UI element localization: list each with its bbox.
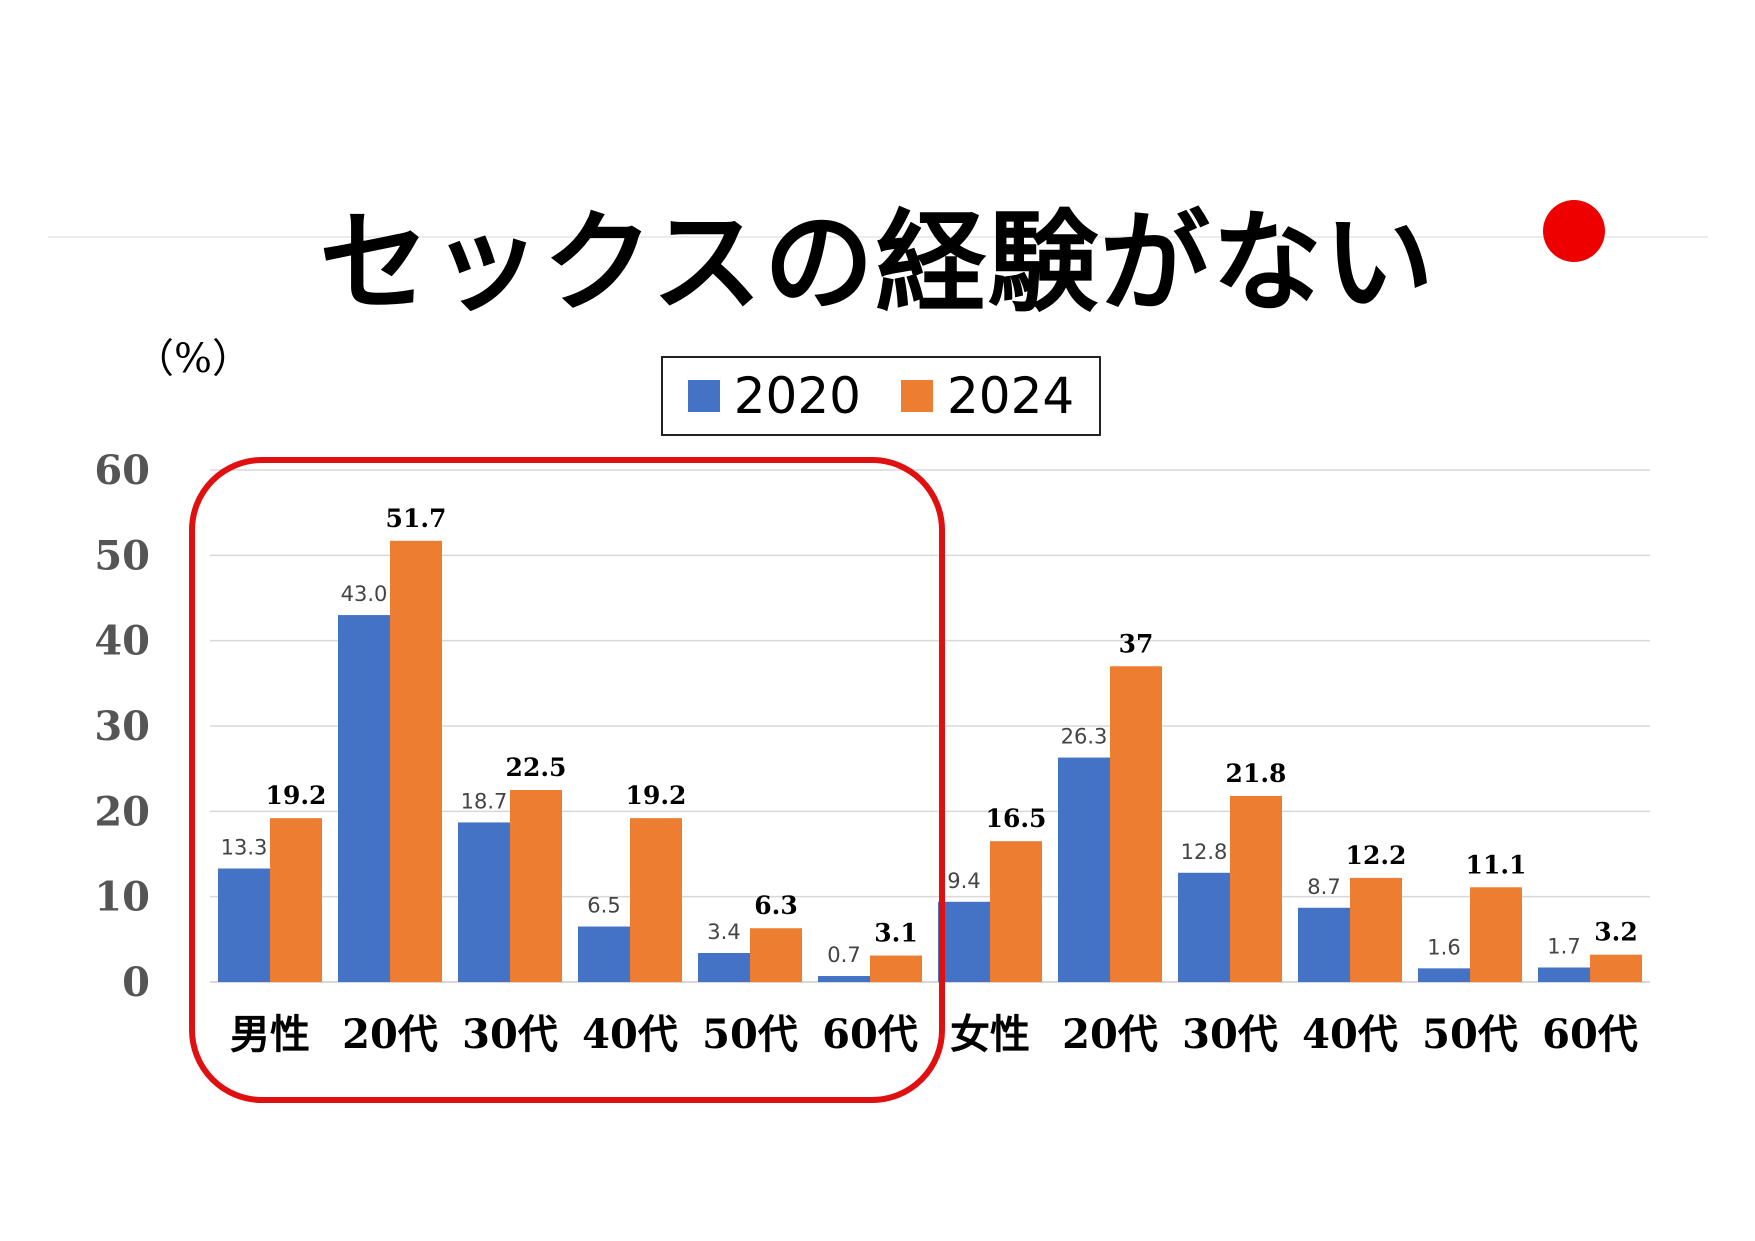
bar-2024-10 <box>1470 887 1522 982</box>
data-label-2020-4: 3.4 <box>707 920 740 944</box>
y-axis-unit-label: （%） <box>134 336 253 382</box>
red-dot-marker <box>1543 200 1605 262</box>
bar-2024-11 <box>1590 954 1642 982</box>
data-label-2024-11: 3.2 <box>1594 918 1638 947</box>
data-label-2024-2: 22.5 <box>506 753 567 782</box>
bar-2020-7 <box>1058 757 1110 982</box>
legend-item-2020: 2020 <box>687 367 861 425</box>
x-tick-label-6: 女性 <box>950 1011 1030 1058</box>
data-labels: 13.3 19.2 43.0 51.7 18.7 22.5 6.5 19.2 3.4 6.3 0.7… <box>221 504 1638 967</box>
bar-2024-5 <box>870 955 922 982</box>
bar-2020-0 <box>218 868 270 982</box>
bar-2024-9 <box>1350 877 1402 982</box>
bar-2020-6 <box>938 901 990 982</box>
x-tick-label-8: 30代 <box>1182 1011 1278 1058</box>
data-label-2020-11: 1.7 <box>1547 934 1580 958</box>
bar-2020-3 <box>578 926 630 982</box>
data-label-2020-3: 6.5 <box>587 894 620 918</box>
legend-swatch-2020 <box>687 380 720 412</box>
x-tick-label-9: 40代 <box>1302 1011 1398 1058</box>
bar-2024-8 <box>1230 795 1282 982</box>
bar-2024-2 <box>510 790 562 982</box>
bar-2020-1 <box>338 615 390 982</box>
bar-2020-4 <box>698 952 750 982</box>
data-label-2020-8: 12.8 <box>1181 840 1228 864</box>
bar-2020-2 <box>458 822 510 982</box>
bar-2024-4 <box>750 928 802 982</box>
y-tick-label: 40 <box>94 618 150 665</box>
y-axis-ticks: 0 10 20 30 40 50 60 <box>94 447 150 1006</box>
highlight-box <box>189 457 945 1103</box>
legend-swatch-2024 <box>901 380 933 412</box>
data-label-2024-3: 19.2 <box>626 781 687 810</box>
data-label-2024-8: 21.8 <box>1226 759 1287 788</box>
data-label-2024-6: 16.5 <box>986 804 1047 833</box>
data-label-2024-4: 6.3 <box>754 891 798 920</box>
data-label-2024-10: 11.1 <box>1466 850 1527 879</box>
bar-2024-0 <box>270 818 322 982</box>
x-tick-label-10: 50代 <box>1422 1011 1518 1058</box>
x-axis-ticks: 男性 20代 30代 40代 50代 60代 女性 20代 30代 40代 50代 60代 <box>230 1011 1638 1058</box>
x-tick-label-11: 60代 <box>1542 1011 1638 1058</box>
bar-2024-1 <box>390 540 442 982</box>
y-tick-label: 30 <box>94 703 150 750</box>
bars <box>218 540 1642 982</box>
data-label-2024-1: 51.7 <box>386 504 447 533</box>
bar-2024-6 <box>990 841 1042 982</box>
data-label-2020-6: 9.4 <box>947 869 980 893</box>
x-tick-label-7: 20代 <box>1062 1011 1158 1058</box>
data-label-2024-9: 12.2 <box>1346 841 1407 870</box>
x-tick-label-2: 30代 <box>462 1011 558 1058</box>
y-tick-label: 10 <box>94 874 150 921</box>
data-label-2020-5: 0.7 <box>827 943 860 967</box>
bar-2020-5 <box>818 976 870 982</box>
data-label-2020-10: 1.6 <box>1427 935 1460 959</box>
header-divider <box>48 236 1708 238</box>
data-label-2020-9: 8.7 <box>1307 875 1340 899</box>
data-label-2024-5: 3.1 <box>874 919 918 948</box>
data-label-2020-1: 43.0 <box>341 582 388 606</box>
bar-2024-3 <box>630 818 682 982</box>
x-tick-label-3: 40代 <box>582 1011 678 1058</box>
x-tick-label-1: 20代 <box>342 1011 438 1058</box>
chart-title: セックスの経験がない <box>319 198 1436 327</box>
data-label-2020-2: 18.7 <box>461 789 508 813</box>
gridlines <box>210 469 1650 983</box>
y-tick-label: 0 <box>122 959 150 1006</box>
x-tick-label-0: 男性 <box>230 1011 310 1058</box>
y-tick-label: 50 <box>94 532 150 579</box>
legend-item-2024: 2024 <box>901 367 1074 425</box>
y-tick-label: 20 <box>94 788 150 835</box>
bar-2024-7 <box>1110 666 1162 982</box>
bar-2020-9 <box>1298 907 1350 982</box>
legend-label-2024: 2024 <box>947 367 1075 425</box>
bar-2020-11 <box>1538 967 1590 982</box>
legend-label-2020: 2020 <box>733 367 861 425</box>
data-label-2024-7: 37 <box>1119 629 1154 658</box>
x-tick-label-4: 50代 <box>702 1011 798 1058</box>
data-label-2020-7: 26.3 <box>1061 725 1108 749</box>
legend: 2020 2024 <box>661 356 1101 436</box>
y-tick-label: 60 <box>94 447 150 494</box>
x-tick-label-5: 60代 <box>822 1011 918 1058</box>
bar-2020-8 <box>1178 872 1230 982</box>
data-label-2024-0: 19.2 <box>266 781 327 810</box>
bar-2020-10 <box>1418 968 1470 982</box>
data-label-2020-0: 13.3 <box>221 836 268 860</box>
